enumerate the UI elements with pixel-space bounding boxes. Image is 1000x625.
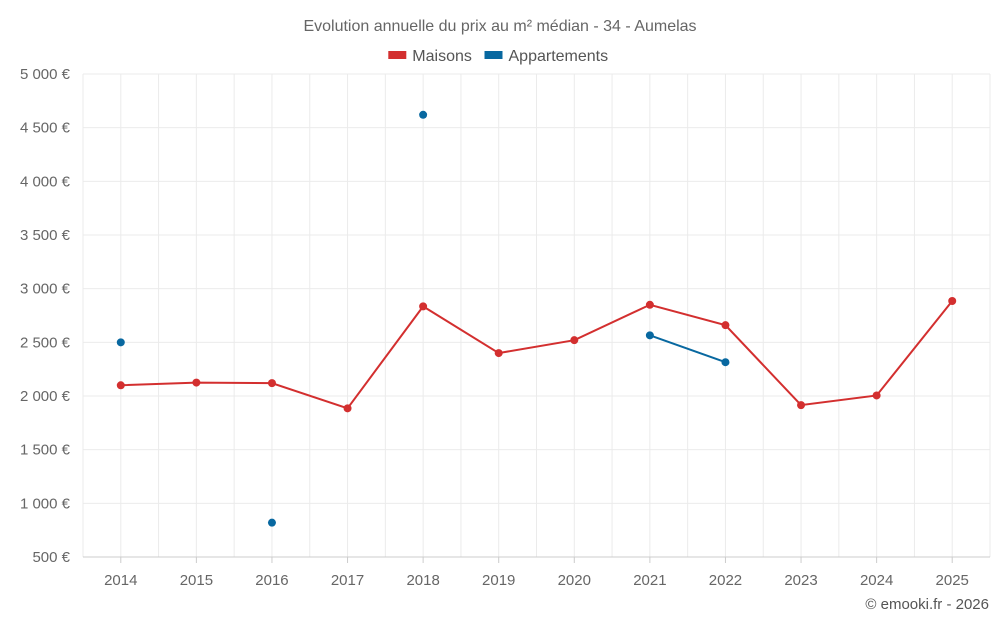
x-tick-label: 2018 [406,572,439,589]
y-tick-label: 3 500 € [20,227,71,244]
grid [82,73,991,557]
legend-item: Appartements [484,48,609,65]
y-tick-label: 1 000 € [20,495,71,512]
y-tick-label: 2 500 € [20,334,71,351]
y-tick-label: 500 € [32,549,70,566]
y-tick-label: 4 500 € [20,120,71,137]
data-point [192,378,201,387]
data-point [267,379,276,388]
data-point [948,297,957,306]
x-tick-label: 2021 [633,572,666,589]
x-tick-label: 2020 [558,572,591,589]
data-point [872,391,881,400]
y-axis: 500 € 1 000 € 1 500 € 2 000 € 2 500 € 3 000 €… [20,66,71,566]
x-axis: 2014 2015 2016 2017 2018 2019 2020 2021 2022 2023… [83,556,990,589]
data-point [721,358,730,367]
legend-item: Maisons [388,48,472,65]
series [116,110,957,527]
x-tick-label: 2024 [860,572,893,589]
legend-label: Maisons [412,48,472,65]
data-point [343,404,352,413]
legend: Maisons Appartements [388,48,608,65]
data-point [645,300,654,309]
series-maisons [116,297,957,413]
data-point [116,338,125,347]
x-tick-label: 2022 [709,572,742,589]
data-point [267,518,276,527]
data-point [570,336,579,345]
series-line [649,334,726,364]
credit-text: © emooki.fr - 2026 [865,596,989,613]
series-line [120,300,953,410]
legend-swatch [484,51,503,59]
x-tick-label: 2014 [104,572,137,589]
data-point [797,401,806,410]
data-point [721,321,730,330]
y-tick-label: 3 000 € [20,281,71,298]
legend-label: Appartements [509,48,609,65]
data-point [116,381,125,390]
data-point [419,302,428,311]
x-tick-label: 2023 [784,572,817,589]
x-tick-label: 2017 [331,572,364,589]
series-appartements [116,110,730,527]
data-point [645,331,654,340]
data-point [419,110,428,119]
x-tick-label: 2025 [936,572,969,589]
chart-title: Evolution annuelle du prix au m² médian … [303,18,696,35]
x-tick-label: 2019 [482,572,515,589]
y-tick-label: 2 000 € [20,388,71,405]
y-tick-label: 5 000 € [20,66,71,83]
x-tick-label: 2016 [255,572,288,589]
x-tick-label: 2015 [180,572,213,589]
y-tick-label: 1 500 € [20,442,71,459]
data-point [494,349,503,358]
y-tick-label: 4 000 € [20,173,71,190]
legend-swatch [388,51,407,59]
